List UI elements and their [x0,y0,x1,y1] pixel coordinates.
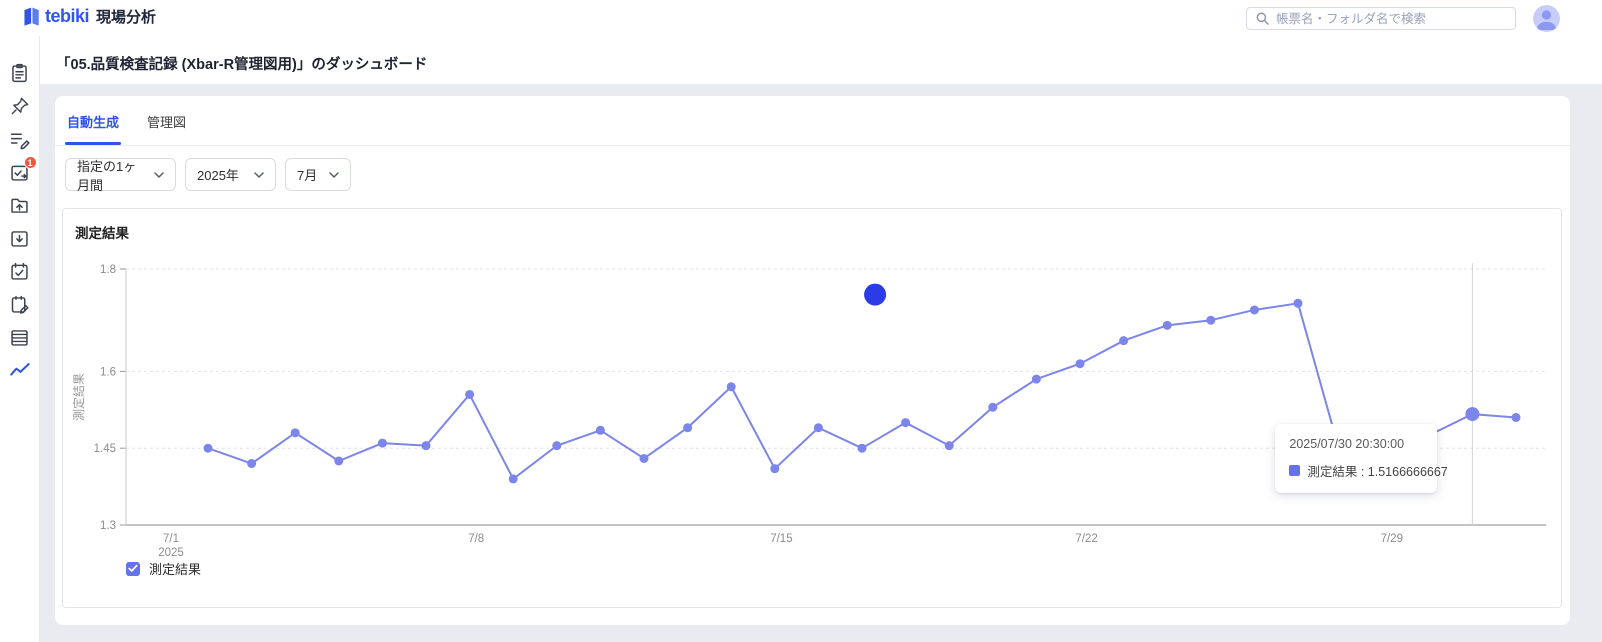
tooltip-datetime: 2025/07/30 20:30:00 [1289,437,1405,452]
main-content: 自動生成 管理図 指定の1ヶ月間 2025年 7月 測定結果 1.3 1.45 1.… [40,84,1602,642]
folder-upload-icon [9,195,30,216]
notification-badge: 1 [23,156,37,169]
user-avatar[interactable] [1533,5,1560,32]
chevron-down-icon [321,171,339,178]
period-select-value: 指定の1ヶ月間 [77,158,137,193]
list-edit-icon [9,129,30,150]
line-chart-plot[interactable]: 1.3 1.45 1.6 1.8 7/1 2025 7/8 7/15 7/22 7/29 測定結果 [63,209,1563,609]
page-title: 「05.品質検査記録 (Xbar-R管理図用)」のダッシュボード [56,57,428,73]
sidebar-item-database[interactable] [9,326,31,348]
svg-text:測定結果: 測定結果 [71,373,86,421]
chart-title: 測定結果 [75,226,129,241]
year-select[interactable]: 2025年 [185,158,276,191]
svg-text:2025: 2025 [158,547,184,559]
search-icon [1255,11,1270,26]
tab-control-chart[interactable]: 管理図 [147,115,187,130]
legend-checkbox[interactable] [126,561,140,576]
sidebar-item-approvals[interactable]: 1 [9,156,37,183]
logo-wordmark: tebiki [45,6,90,26]
chart-line-icon [9,359,31,381]
measurement-chart-card: 測定結果 1.3 1.45 1.6 1.8 7/1 2025 7/8 7/15 7/22 7/29… [62,208,1562,608]
app-logo[interactable]: tebiki 現場分析 [22,6,156,27]
filter-row: 指定の1ヶ月間 2025年 7月 [65,158,351,193]
search-input[interactable] [1276,11,1507,26]
year-select-value: 2025年 [197,168,239,183]
svg-text:1.45: 1.45 [94,443,116,455]
app-header: tebiki 現場分析 [0,0,1602,36]
period-select[interactable]: 指定の1ヶ月間 [65,158,176,193]
sidebar-item-schedule-check[interactable] [9,260,31,282]
svg-text:7/15: 7/15 [770,533,792,545]
page-title-bar: 「05.品質検査記録 (Xbar-R管理図用)」のダッシュボード [40,36,1602,84]
chevron-down-icon [146,171,164,178]
tebiki-logo-icon [22,6,41,27]
table-rows-icon [9,327,30,348]
box-download-icon [9,228,30,249]
month-select[interactable]: 7月 [285,158,351,191]
pin-icon [10,96,30,116]
svg-text:1.3: 1.3 [100,520,116,532]
month-select-value: 7月 [297,168,318,183]
series-swatch [1289,465,1301,477]
svg-text:7/1: 7/1 [163,533,179,545]
dashboard-panel: 自動生成 管理図 指定の1ヶ月間 2025年 7月 測定結果 1.3 1.45 1.… [55,96,1570,625]
tooltip-value: 測定結果 : 1.5166666667 [1307,465,1448,480]
sidebar-item-record-entry[interactable] [9,293,31,315]
chevron-down-icon [246,171,264,178]
tooltip-series-row: 測定結果 : 1.5166666667 [1289,461,1448,480]
svg-text:1.8: 1.8 [100,264,116,276]
series-legend: 測定結果 [126,559,201,578]
sidebar-item-forms[interactable] [9,62,31,84]
check-task-icon [9,162,30,183]
sidebar-item-records-edit[interactable] [9,128,31,150]
svg-text:7/22: 7/22 [1075,533,1097,545]
sidebar-nav: 1 [0,36,40,642]
sidebar-item-folder-upload[interactable] [9,194,31,216]
svg-text:1.6: 1.6 [100,366,116,378]
app-name-label: 現場分析 [96,9,157,26]
chart-tooltip: 2025/07/30 20:30:00 測定結果 : 1.5166666667 [1275,424,1448,494]
tab-auto-generated[interactable]: 自動生成 [65,112,122,145]
calendar-check-icon [9,261,30,282]
svg-text:7/8: 7/8 [468,533,484,545]
svg-text:7/29: 7/29 [1381,533,1403,545]
tab-bar: 自動生成 管理図 [55,96,1570,146]
search-box[interactable] [1246,7,1516,30]
legend-label: 測定結果 [149,562,202,577]
sidebar-item-pinned[interactable] [9,95,31,117]
sidebar-item-analytics[interactable] [9,359,31,381]
clipboard-edit-icon [9,294,30,315]
clipboard-icon [9,63,30,84]
sidebar-item-import[interactable] [9,227,31,249]
